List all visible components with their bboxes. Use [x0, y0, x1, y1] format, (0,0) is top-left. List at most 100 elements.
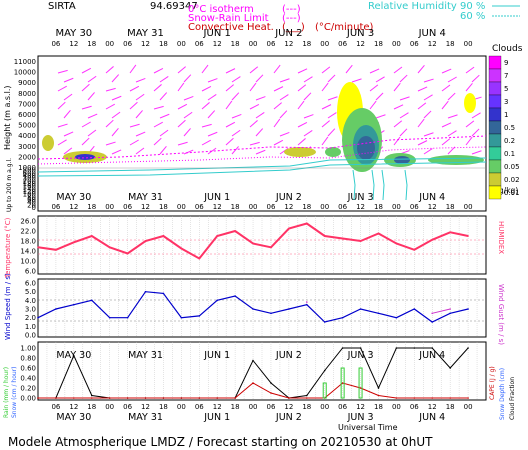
hour-tick-label: 18 — [159, 40, 168, 48]
clouds-scale-swatch — [488, 94, 502, 109]
wind-arrow — [447, 146, 456, 155]
wind-speed-series-point — [180, 316, 183, 319]
wind-arrow — [87, 113, 98, 119]
day-label: MAY 31 — [127, 28, 164, 39]
cape-series-point — [270, 392, 272, 394]
wind-arrow — [81, 67, 92, 74]
cape-series-point — [431, 397, 434, 399]
wind-arrow — [423, 148, 433, 155]
wind-arrow — [255, 149, 266, 155]
hour-tick-label: 12 — [69, 403, 78, 411]
temperature-series-point — [126, 252, 129, 255]
wind-arrow — [201, 123, 212, 128]
height-tick-label: 140 — [23, 185, 36, 193]
wind-gust-series-point — [449, 308, 452, 310]
legend-convective-unit: (°C/minute) — [315, 22, 374, 33]
clouds-scale-title: Clouds — [492, 44, 523, 54]
temperature-series-point — [162, 235, 165, 237]
hour-tick-label: 00 — [249, 403, 258, 411]
height-tick-label: 100 — [23, 191, 36, 199]
cloud-fraction-series-point — [323, 369, 326, 372]
wind-arrow — [441, 68, 452, 74]
hour-tick-label: 12 — [428, 203, 437, 211]
cloud-blob — [325, 147, 341, 157]
wind-arrow — [375, 114, 386, 119]
hour-tick-label: 18 — [446, 40, 455, 48]
wind-arrow — [303, 76, 313, 83]
wind-arrow — [249, 141, 260, 146]
rh-contour — [37, 157, 487, 173]
hour-tick-label: 00 — [464, 203, 473, 211]
day-label: MAY 31 — [128, 350, 163, 361]
height-tick-label: 400 — [23, 172, 36, 180]
height-tick-label: 3000 — [18, 143, 36, 151]
wind-gust-series — [432, 308, 451, 314]
hour-tick-label: 18 — [87, 403, 96, 411]
cloud-fraction-series-point — [449, 367, 452, 369]
clouds-scale-swatch — [488, 185, 502, 200]
height-tick-label: 180 — [23, 180, 36, 188]
wind-arrow — [423, 78, 434, 83]
temperature-series-point — [252, 242, 254, 245]
wind-speed-series-point — [108, 316, 111, 319]
cape-series-point — [467, 397, 469, 399]
wind-arrow — [447, 130, 457, 137]
height-tick-label: 2000 — [18, 153, 36, 161]
cloud-fraction-series-point — [270, 382, 272, 384]
wind-speed-series-point — [413, 308, 416, 310]
day-label: JUN 1 — [203, 192, 230, 203]
wind-arrow — [423, 132, 434, 137]
wind-speed-series-point — [198, 315, 201, 317]
wind-arrow — [183, 95, 194, 101]
clouds-scale-swatch — [488, 81, 502, 96]
wind-arrow — [225, 84, 234, 92]
wind-arrow — [129, 85, 140, 92]
wind-arrow — [273, 64, 281, 74]
wind-arrow — [321, 82, 329, 92]
rain-ylabel: Rain (mm / hour) — [3, 367, 10, 418]
rh-contour — [37, 161, 487, 177]
hour-tick-label: 18 — [231, 403, 240, 411]
temperature-series-point — [270, 246, 272, 249]
cape-series-point — [73, 397, 75, 399]
hour-tick-label: 18 — [374, 40, 383, 48]
day-label: JUN 2 — [275, 412, 302, 423]
cloud-fraction-series-point — [467, 347, 469, 349]
cape-series-point — [108, 397, 111, 399]
wind-speed-series-point — [55, 308, 57, 310]
wind-arrow — [135, 110, 143, 119]
wind-arrow — [303, 92, 312, 101]
wind-speed-series-point — [216, 299, 218, 302]
wind-arrow — [183, 149, 194, 155]
temperature-series-point — [341, 237, 344, 240]
cloud-blob — [42, 135, 54, 151]
cape-series-point — [306, 397, 308, 399]
wind-arrow — [255, 111, 265, 119]
wind-speed-series-point — [234, 295, 236, 297]
height-tick-label: 10000 — [14, 69, 36, 77]
temperature-series-point — [467, 235, 469, 237]
temp-tick-label: 10.0 — [20, 258, 36, 266]
temperature-series-point — [216, 235, 218, 237]
height-tick-label: 80 — [27, 193, 36, 201]
wind-arrow — [255, 96, 266, 101]
wind-arrow — [297, 138, 306, 146]
wind-arrow — [345, 64, 353, 74]
hour-tick-label: 00 — [105, 403, 114, 411]
wind-arrow — [231, 129, 241, 137]
hour-tick-label: 18 — [302, 40, 311, 48]
wind-tick-label: 3.0 — [25, 306, 36, 314]
rain-bar — [358, 367, 363, 399]
rh-90: 90 % — [460, 1, 485, 12]
wind-speed-series-point — [431, 321, 434, 323]
cloud-fraction-series-point — [73, 354, 75, 357]
height-tick-label: 20 — [27, 201, 36, 209]
wind-arrow — [297, 100, 305, 110]
hour-tick-label: 06 — [195, 203, 204, 211]
wind-arrow — [183, 111, 193, 119]
cloud-fraction-series-point — [395, 347, 398, 349]
hour-tick-label: 06 — [51, 40, 60, 48]
wind-arrow — [111, 149, 122, 155]
wind-speed-series-point — [377, 312, 380, 315]
wind-arrow — [201, 86, 212, 92]
